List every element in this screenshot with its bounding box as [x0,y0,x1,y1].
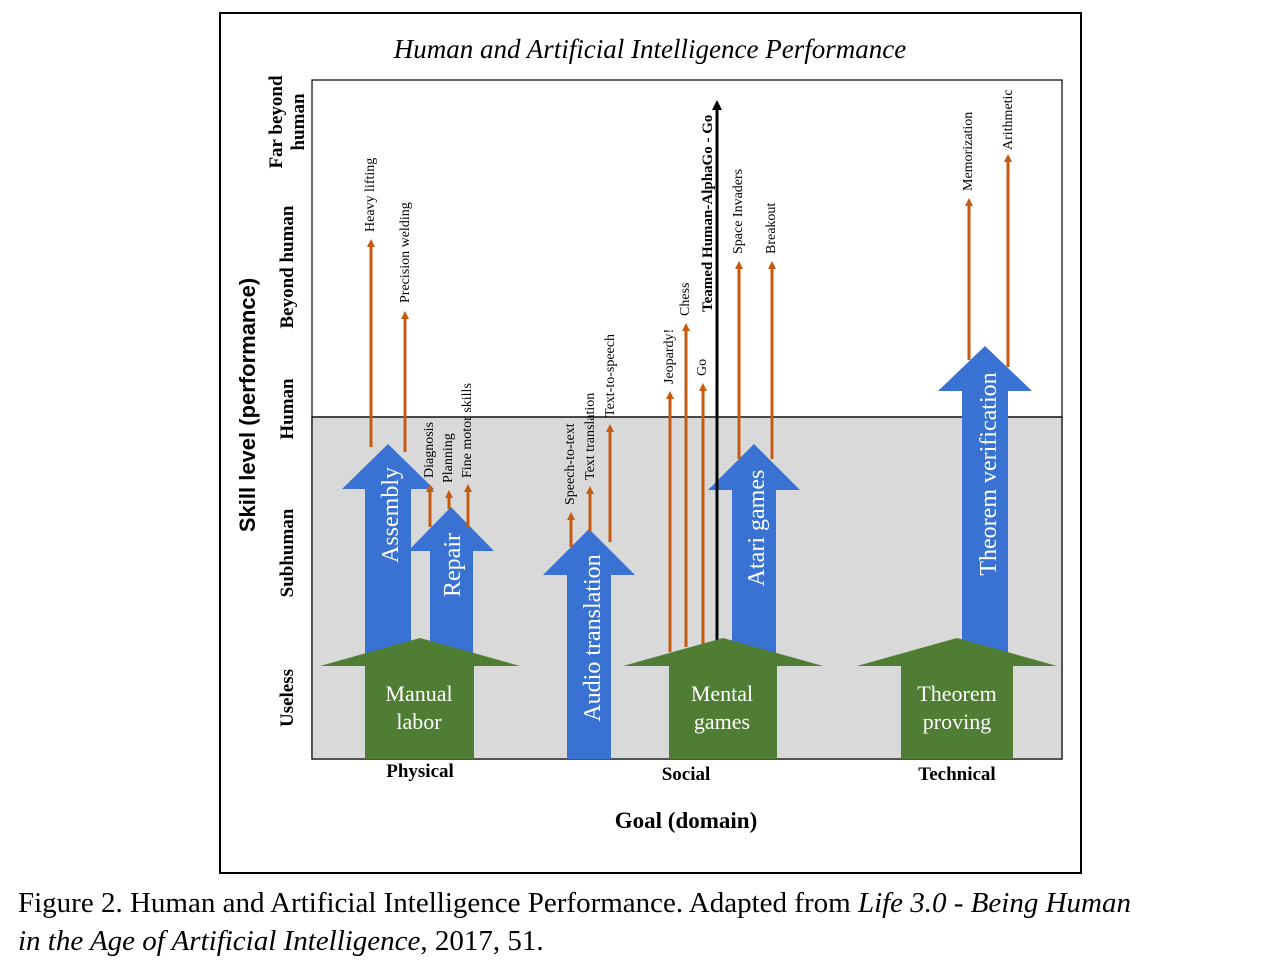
memorization-label: Memorization [961,112,976,191]
audio-translation-label: Audio translation [580,554,606,721]
caption-prefix: Figure 2. Human and Artificial Intellige… [18,887,858,919]
y-level-human: Human [277,378,298,440]
theorem-proving-label-1: Theorem [917,681,996,706]
diagnosis-label: Diagnosis [422,422,437,478]
manual-labor-label-1: Manual [385,681,452,706]
text-to-speech-label: Text-to-speech [603,334,618,417]
go-label: Go [695,359,710,376]
breakout-label: Breakout [764,203,779,254]
x-domain-technical: Technical [918,764,995,785]
mental-games-label-2: games [694,709,750,734]
y-axis-title: Skill level (performance) [235,278,260,532]
text-translation-label: Text translation [583,393,598,480]
x-axis-title: Goal (domain) [615,808,757,833]
theorem-proving-arrow [857,638,1057,759]
y-level-useless: Useless [277,669,298,727]
caption-book-title-2: in the Age of Artificial Intelligence [18,925,421,957]
x-domain-social: Social [662,764,711,785]
diagram-title: Human and Artificial Intelligence Perfor… [393,34,906,64]
fine-motor-skills-label: Fine motor skills [460,383,475,478]
precision-welding-label: Precision welding [398,202,413,303]
theorem-verification-label: Theorem verification [976,372,1002,575]
teamed-alphago-label: Teamed Human-AlphaGo - Go [700,115,716,312]
space-invaders-label: Space Invaders [731,169,746,254]
y-level-far-beyond-human: human [288,93,309,150]
y-level-far-beyond: Far beyond [266,75,287,169]
manual-labor-label-2: labor [396,709,442,734]
planning-label: Planning [441,433,456,483]
mental-games-arrow [623,638,823,759]
skill-lines [367,154,1012,652]
caption-suffix: , 2017, 51. [420,925,544,957]
speech-to-text-label: Speech-to-text [563,423,578,505]
audio-translation-arrow [543,529,635,759]
jeopardy-label: Jeopardy! [662,329,677,384]
theorem-proving-label-2: proving [923,709,991,734]
arithmetic-label: Arithmetic [1001,89,1016,150]
chess-label: Chess [678,283,693,316]
assembly-label: Assembly [378,467,404,563]
theorem-verification-arrow [938,346,1032,759]
performance-diagram: Human and Artificial Intelligence Perfor… [219,12,1082,874]
manual-labor-arrow [320,638,520,759]
atari-games-label: Atari games [744,470,770,587]
y-level-beyond-human: Beyond human [277,205,298,328]
y-level-subhuman: Subhuman [277,508,298,597]
heavy-lifting-label: Heavy lifting [363,158,378,232]
figure-caption: Figure 2. Human and Artificial Intellige… [18,884,1268,960]
x-domain-physical: Physical [386,761,454,782]
repair-label: Repair [440,533,466,597]
atari-games-arrow [708,444,800,759]
caption-book-title-1: Life 3.0 - Being Human [857,887,1131,919]
mental-games-label-1: Mental [691,681,753,706]
